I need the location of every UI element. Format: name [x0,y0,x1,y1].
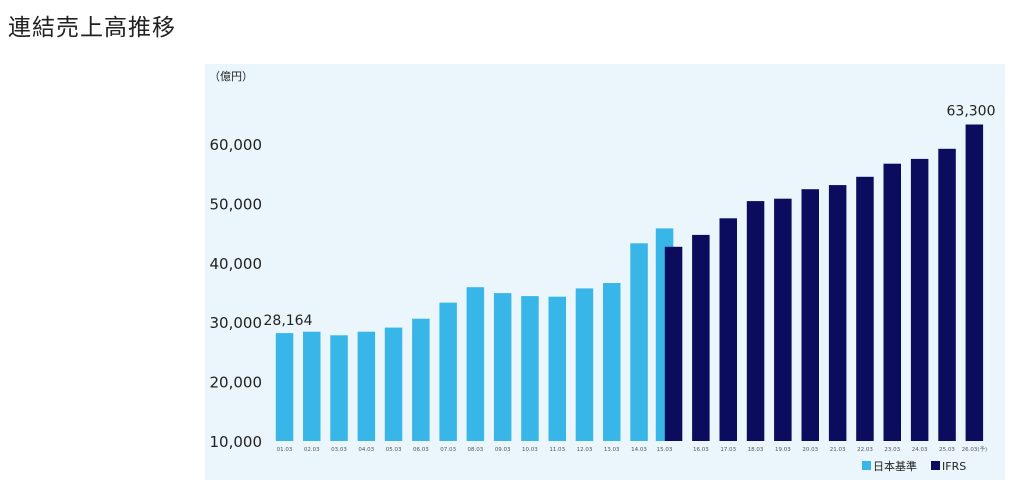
bar-jgaap [275,333,294,441]
y-tick-label: 10,000 [210,433,263,451]
x-tick-label: 24.03 [912,447,928,453]
x-tick-label: 03.03 [331,447,347,453]
bar-ifrs [719,218,737,441]
bar-jgaap [521,296,539,441]
legend-label: 日本基準 [873,459,917,473]
y-tick-label: 60,000 [210,136,263,154]
bar-jgaap [303,331,321,441]
y-tick-label: 30,000 [210,314,263,332]
x-tick-label: 13.03 [604,447,620,453]
x-tick-label: 14.03 [631,447,647,453]
x-tick-label: 05.03 [386,447,402,453]
x-tick-label: 23.03 [884,447,900,453]
bar-jgaap [384,327,403,441]
bar-jgaap [548,296,566,441]
bar-jgaap [603,283,621,441]
bar-jgaap [330,335,348,441]
x-tick-label: 26.03(予) [962,445,988,453]
x-tick-label: 07.03 [440,447,456,453]
bar-jgaap [493,293,512,441]
x-tick-label: 04.03 [358,447,374,453]
bar-jgaap [412,318,430,441]
x-tick-label: 15.03 [657,447,673,453]
y-tick-label: 40,000 [210,255,263,273]
x-tick-label: 18.03 [748,447,764,453]
x-tick-label: 08.03 [468,447,484,453]
y-tick-label: 20,000 [210,374,263,392]
x-tick-label: 02.03 [304,447,320,453]
bar-ifrs [910,158,929,441]
x-tick-label: 09.03 [495,447,511,453]
x-tick-label: 01.03 [277,447,293,453]
x-tick-label: 12.03 [577,447,593,453]
bar-jgaap [466,287,485,441]
bar-jgaap [630,243,648,441]
x-tick-label: 25.03 [939,447,955,453]
bar-ifrs [828,185,847,441]
bar-ifrs [801,189,819,441]
y-tick-label: 50,000 [210,195,263,213]
bar-ifrs [664,246,683,441]
bar-jgaap [439,302,457,441]
bar-ifrs [938,148,956,442]
bar-ifrs [856,176,874,442]
legend-label: IFRS [942,460,966,473]
x-tick-label: 11.03 [549,447,565,453]
bar-ifrs [692,234,710,441]
x-tick-label: 22.03 [857,447,873,453]
data-label: 28,164 [264,313,313,329]
x-tick-label: 20.03 [802,447,818,453]
x-tick-label: 10.03 [522,447,538,453]
x-tick-label: 06.03 [413,447,429,453]
bar-ifrs [746,201,765,441]
legend-swatch [931,461,940,470]
x-tick-label: 17.03 [720,447,736,453]
bar-ifrs [883,163,901,441]
bar-jgaap [575,288,594,441]
x-tick-label: 19.03 [775,447,791,453]
y-axis-unit-label: （億円） [209,70,253,83]
x-tick-label: 16.03 [693,447,709,453]
data-label: 63,300 [947,104,996,120]
bar-ifrs [965,124,984,441]
page-title: 連結売上高推移 [8,15,176,41]
bar-ifrs [774,198,792,441]
bar-jgaap [357,331,376,441]
legend-swatch [862,461,871,470]
x-tick-label: 21.03 [830,447,846,453]
